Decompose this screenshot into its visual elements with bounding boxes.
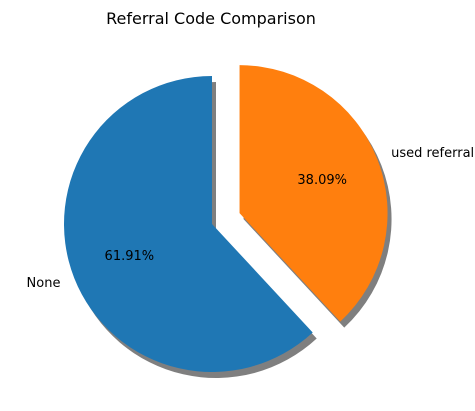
pct-label-used-referral: 38.09% <box>297 173 347 188</box>
category-label-used-referral: used referral <box>391 146 474 161</box>
pie-slices <box>64 65 388 372</box>
chart-title: Referral Code Comparison <box>106 9 316 28</box>
pct-label-none: 61.91% <box>105 249 155 264</box>
category-label-none: None <box>27 276 61 291</box>
